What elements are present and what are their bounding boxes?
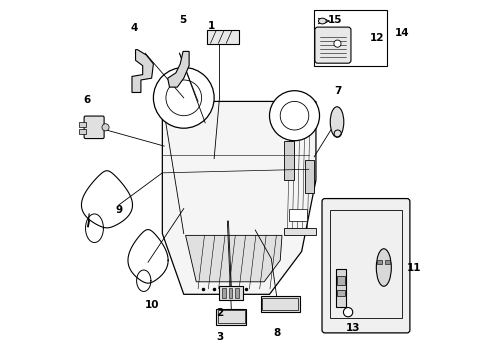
Bar — [206, 30, 239, 44]
Bar — [222, 288, 225, 297]
Text: 12: 12 — [368, 33, 383, 43]
Polygon shape — [132, 50, 153, 93]
Polygon shape — [167, 51, 189, 87]
Polygon shape — [162, 102, 315, 294]
Text: 11: 11 — [406, 262, 421, 273]
Bar — [283, 141, 293, 180]
Text: 4: 4 — [130, 23, 138, 33]
Bar — [260, 296, 299, 312]
Ellipse shape — [329, 107, 343, 137]
Text: 14: 14 — [394, 28, 409, 38]
Bar — [217, 310, 244, 323]
Bar — [305, 160, 313, 193]
Bar — [288, 208, 306, 221]
Bar — [262, 298, 298, 310]
Text: 2: 2 — [216, 308, 224, 318]
Text: 3: 3 — [216, 332, 224, 342]
Ellipse shape — [318, 18, 325, 24]
Bar — [228, 288, 232, 297]
Bar — [79, 129, 85, 134]
Text: 8: 8 — [272, 328, 280, 338]
Bar — [219, 286, 242, 300]
Text: 5: 5 — [179, 15, 186, 25]
Circle shape — [333, 40, 340, 47]
Text: 1: 1 — [207, 21, 215, 31]
Circle shape — [102, 124, 109, 131]
FancyBboxPatch shape — [84, 116, 104, 139]
Bar — [377, 260, 382, 264]
Ellipse shape — [376, 249, 390, 286]
Text: 15: 15 — [327, 15, 342, 25]
Bar — [283, 228, 315, 235]
Circle shape — [269, 91, 319, 141]
Bar — [79, 122, 85, 127]
FancyBboxPatch shape — [314, 27, 350, 63]
Circle shape — [343, 307, 352, 317]
Bar — [336, 290, 344, 296]
Text: 6: 6 — [83, 95, 90, 105]
Text: 9: 9 — [115, 205, 122, 215]
Bar — [336, 276, 344, 285]
Bar — [216, 309, 246, 325]
Bar — [313, 10, 386, 66]
Bar — [235, 288, 238, 297]
Text: 10: 10 — [145, 300, 159, 310]
Text: 13: 13 — [346, 323, 360, 333]
Circle shape — [153, 67, 214, 128]
Bar — [335, 269, 346, 307]
Bar — [385, 260, 389, 264]
FancyBboxPatch shape — [322, 199, 409, 333]
Text: 7: 7 — [334, 86, 341, 96]
Bar — [329, 210, 401, 318]
Polygon shape — [185, 235, 282, 282]
